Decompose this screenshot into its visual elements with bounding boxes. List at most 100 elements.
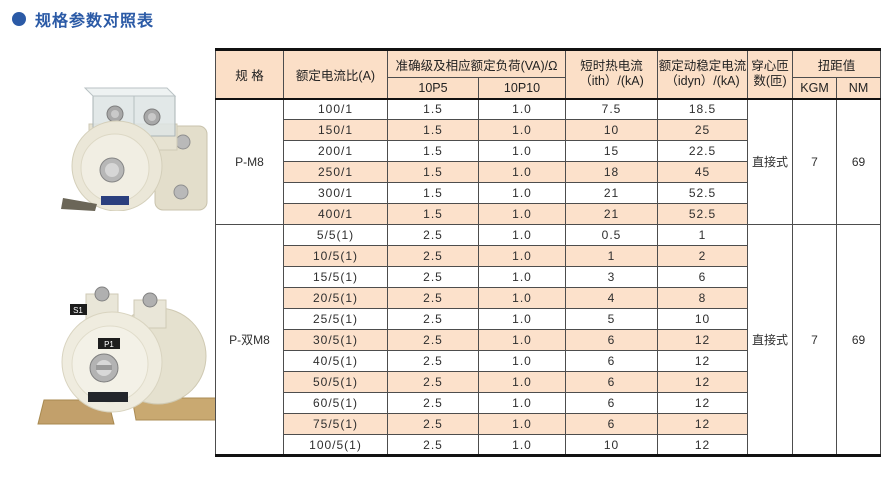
cell-10p10: 1.0 bbox=[477, 245, 567, 267]
cell-10p10: 1.0 bbox=[477, 434, 567, 456]
cell-ratio: 50/5(1) bbox=[283, 371, 388, 393]
nameplate bbox=[88, 392, 128, 402]
cell-kgm-group2: 7 bbox=[792, 224, 838, 456]
cell-10p5: 1.5 bbox=[387, 140, 479, 162]
product-photo-p-shuang-m8: S1 S2 P1 bbox=[37, 286, 225, 425]
header-turns: 穿心匝 数(匝) bbox=[747, 49, 794, 99]
cell-10p5: 2.5 bbox=[387, 266, 479, 288]
cell-idyn: 6 bbox=[657, 266, 749, 288]
cell-ith: 18 bbox=[565, 161, 659, 183]
screw-icon bbox=[175, 134, 191, 150]
cell-idyn: 12 bbox=[657, 413, 749, 435]
table-row: 300/1 1.5 1.0 21 52.5 bbox=[216, 182, 881, 204]
cell-turns-group2: 直接式 bbox=[747, 224, 794, 456]
cell-10p5: 2.5 bbox=[387, 245, 479, 267]
cell-ratio: 200/1 bbox=[283, 140, 388, 162]
cell-ith: 7.5 bbox=[565, 98, 659, 120]
cell-ratio: 250/1 bbox=[283, 161, 388, 183]
cell-ith: 10 bbox=[565, 434, 659, 456]
cell-idyn: 12 bbox=[657, 434, 749, 456]
cell-ratio: 100/1 bbox=[283, 98, 388, 120]
cell-ratio: 300/1 bbox=[283, 182, 388, 204]
cell-idyn: 12 bbox=[657, 329, 749, 351]
header-accuracy-group: 准确级及相应额定负荷(VA)/Ω bbox=[386, 49, 567, 78]
table-row: 25/5(1) 2.5 1.0 5 10 bbox=[216, 308, 881, 330]
cell-kgm-group1: 7 bbox=[792, 98, 838, 225]
header-torque-group: 扭距值 bbox=[792, 49, 882, 78]
header-ith-line2: （ith）/(kA) bbox=[579, 74, 644, 89]
cell-10p10: 1.0 bbox=[477, 287, 567, 309]
cell-10p10: 1.0 bbox=[477, 413, 567, 435]
label-s1: S1 bbox=[73, 306, 83, 315]
cell-turns-group1: 直接式 bbox=[747, 98, 794, 225]
header-spec: 规 格 bbox=[215, 49, 284, 99]
cell-idyn: 1 bbox=[657, 224, 749, 246]
cell-10p10: 1.0 bbox=[477, 182, 567, 204]
cell-idyn: 45 bbox=[657, 161, 749, 183]
cell-idyn: 12 bbox=[657, 350, 749, 372]
cell-ratio: 5/5(1) bbox=[283, 224, 388, 246]
cell-ratio: 150/1 bbox=[283, 119, 388, 141]
header-nm: NM bbox=[836, 77, 882, 99]
cell-10p5: 2.5 bbox=[387, 371, 479, 393]
cell-10p5: 2.5 bbox=[387, 350, 479, 372]
table-row: 20/5(1) 2.5 1.0 4 8 bbox=[216, 287, 881, 309]
table-row: 10/5(1) 2.5 1.0 1 2 bbox=[216, 245, 881, 267]
center-bolt-cap bbox=[105, 163, 119, 177]
cell-10p5: 1.5 bbox=[387, 161, 479, 183]
table-row: 150/1 1.5 1.0 10 25 bbox=[216, 119, 881, 141]
cell-spec-group2: P-双M8 bbox=[215, 224, 284, 456]
header-10p10: 10P10 bbox=[477, 77, 567, 99]
cell-ith: 0.5 bbox=[565, 224, 659, 246]
cell-ith: 6 bbox=[565, 392, 659, 414]
table-row: 50/5(1) 2.5 1.0 6 12 bbox=[216, 371, 881, 393]
cell-ratio: 10/5(1) bbox=[283, 245, 388, 267]
cell-ith: 6 bbox=[565, 350, 659, 372]
table-row: 200/1 1.5 1.0 15 22.5 bbox=[216, 140, 881, 162]
cell-ratio: 100/5(1) bbox=[283, 434, 388, 456]
cell-ith: 21 bbox=[565, 203, 659, 225]
cell-nm-group1: 69 bbox=[836, 98, 882, 225]
header-10p5: 10P5 bbox=[387, 77, 479, 99]
cell-ith: 1 bbox=[565, 245, 659, 267]
header-idyn-line1: 额定动稳定电流 bbox=[658, 58, 747, 73]
header-turns-line1: 穿心匝 bbox=[751, 58, 789, 73]
cell-10p10: 1.0 bbox=[477, 329, 567, 351]
cell-idyn: 12 bbox=[657, 371, 749, 393]
table-row: 400/1 1.5 1.0 21 52.5 bbox=[216, 203, 881, 225]
spec-table: 规 格 额定电流比(A) 准确级及相应额定负荷(VA)/Ω 短时热电流 （ith… bbox=[215, 48, 882, 457]
cell-ith: 5 bbox=[565, 308, 659, 330]
cell-idyn: 52.5 bbox=[657, 203, 749, 225]
cell-ratio: 40/5(1) bbox=[283, 350, 388, 372]
cell-10p10: 1.0 bbox=[477, 203, 567, 225]
cell-10p10: 1.0 bbox=[477, 224, 567, 246]
table-row: 75/5(1) 2.5 1.0 6 12 bbox=[216, 413, 881, 435]
cell-10p10: 1.0 bbox=[477, 392, 567, 414]
cell-10p5: 1.5 bbox=[387, 203, 479, 225]
cell-ratio: 400/1 bbox=[283, 203, 388, 225]
cell-10p10: 1.0 bbox=[477, 266, 567, 288]
cell-10p10: 1.0 bbox=[477, 98, 567, 120]
cell-ith: 6 bbox=[565, 413, 659, 435]
cell-10p5: 2.5 bbox=[387, 329, 479, 351]
header-idyn-line2: （idyn）/(kA) bbox=[665, 74, 740, 89]
cell-10p5: 1.5 bbox=[387, 119, 479, 141]
cell-idyn: 25 bbox=[657, 119, 749, 141]
table-row: P-M8 100/1 1.5 1.0 7.5 18.5 直接式 7 69 bbox=[215, 98, 882, 225]
cell-ith: 15 bbox=[565, 140, 659, 162]
cell-idyn: 8 bbox=[657, 287, 749, 309]
cell-10p5: 2.5 bbox=[387, 224, 479, 246]
product-photo-p-m8 bbox=[61, 87, 208, 211]
cell-ratio: 15/5(1) bbox=[283, 266, 388, 288]
table-row: 40/5(1) 2.5 1.0 6 12 bbox=[216, 350, 881, 372]
cell-10p10: 1.0 bbox=[477, 308, 567, 330]
cell-10p5: 2.5 bbox=[387, 434, 479, 456]
table-row: 250/1 1.5 1.0 18 45 bbox=[216, 161, 881, 183]
section-title-row: 规格参数对照表 bbox=[12, 7, 154, 31]
cell-ratio: 20/5(1) bbox=[283, 287, 388, 309]
table-header: 规 格 额定电流比(A) 准确级及相应额定负荷(VA)/Ω 短时热电流 （ith… bbox=[215, 49, 882, 99]
cell-ith: 10 bbox=[565, 119, 659, 141]
cell-idyn: 22.5 bbox=[657, 140, 749, 162]
label-p1-plate bbox=[98, 338, 120, 349]
